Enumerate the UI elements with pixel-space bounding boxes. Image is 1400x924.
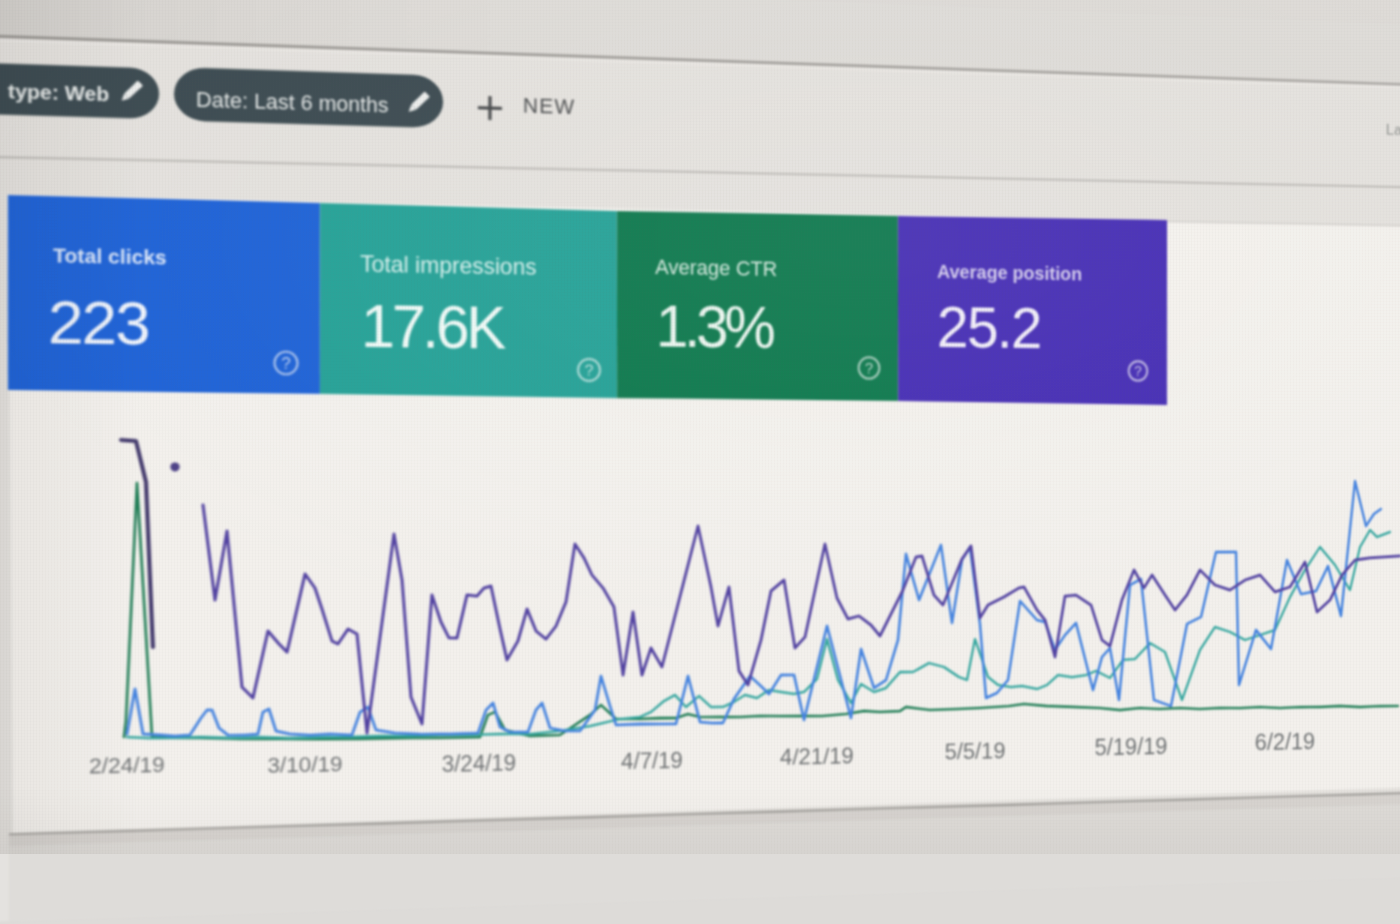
svg-text:?: ? xyxy=(585,361,594,380)
svg-text:?: ? xyxy=(865,360,873,377)
svg-text:?: ? xyxy=(1134,363,1142,379)
svg-text:?: ? xyxy=(281,353,291,372)
